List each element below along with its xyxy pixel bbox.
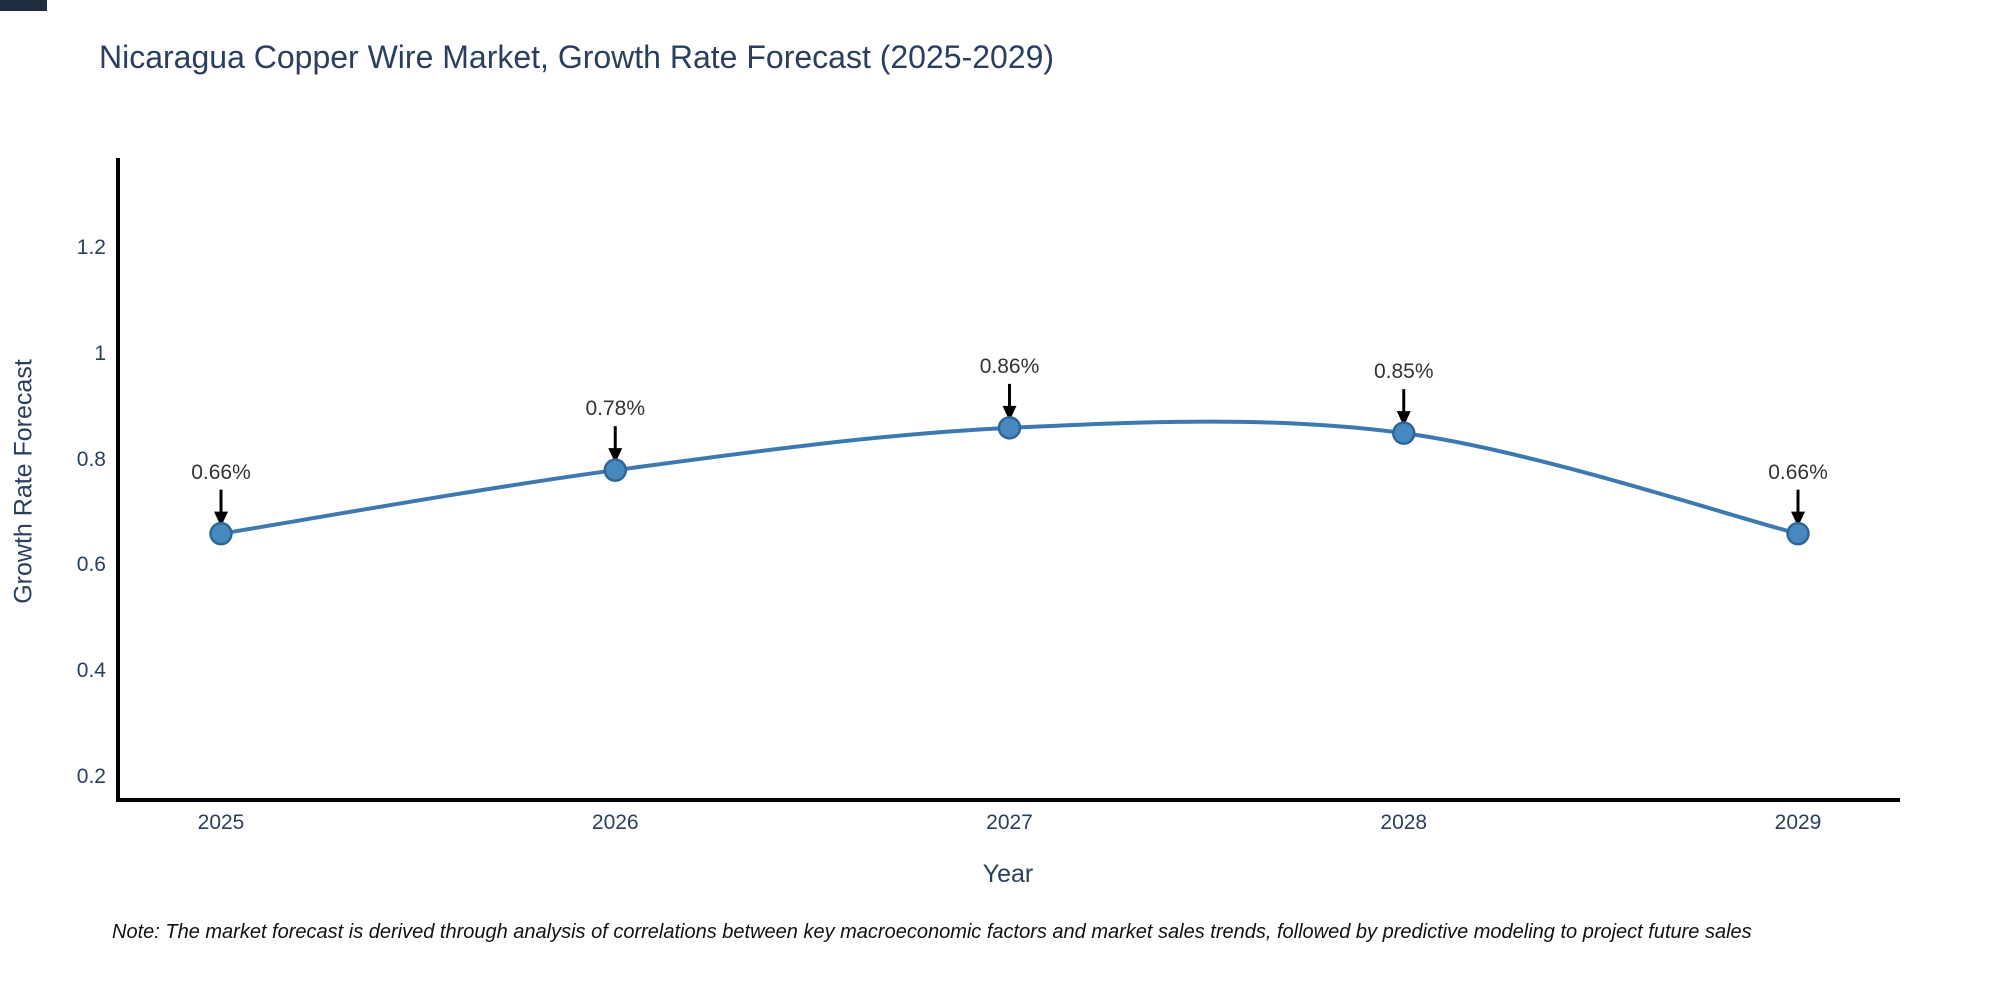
point-value-annotation: 0.78% bbox=[585, 397, 646, 421]
window-corner-bar bbox=[0, 0, 47, 11]
annotation-arrowhead-icon bbox=[1791, 511, 1805, 527]
chart-title: Nicaragua Copper Wire Market, Growth Rat… bbox=[99, 39, 1055, 75]
y-axis-title: Growth Rate Forecast bbox=[9, 359, 38, 604]
point-value-annotation: 0.66% bbox=[1768, 460, 1828, 484]
y-tick-label: 0.6 bbox=[76, 553, 106, 577]
x-tick-label: 2027 bbox=[986, 811, 1033, 834]
annotation-arrowhead-icon bbox=[214, 511, 228, 527]
annotation-arrowhead-icon bbox=[608, 448, 623, 464]
x-axis-title: Year bbox=[982, 860, 1034, 888]
point-value-annotation: 0.66% bbox=[191, 460, 251, 484]
annotation-arrowhead-icon bbox=[1396, 411, 1411, 427]
point-value-annotation: 0.86% bbox=[979, 354, 1040, 378]
point-value-annotation: 0.85% bbox=[1373, 360, 1434, 384]
footnote: Note: The market forecast is derived thr… bbox=[112, 921, 1752, 943]
data-point[interactable] bbox=[1392, 421, 1416, 445]
x-tick-label: 2026 bbox=[591, 811, 639, 834]
y-tick-label: 1 bbox=[94, 341, 106, 365]
y-tick-label: 0.2 bbox=[76, 765, 106, 788]
x-tick-label: 2025 bbox=[197, 811, 245, 834]
x-tick-label: 2028 bbox=[1380, 811, 1428, 834]
data-point[interactable] bbox=[1786, 521, 1810, 546]
data-point[interactable] bbox=[603, 458, 627, 482]
data-point[interactable] bbox=[997, 416, 1022, 440]
data-point[interactable] bbox=[209, 521, 233, 546]
annotation-arrowhead-icon bbox=[1002, 405, 1017, 421]
y-tick-label: 1.2 bbox=[76, 236, 106, 259]
y-tick-label: 0.4 bbox=[76, 659, 106, 683]
x-tick-label: 2029 bbox=[1774, 811, 1822, 834]
y-tick-label: 0.8 bbox=[76, 447, 106, 471]
